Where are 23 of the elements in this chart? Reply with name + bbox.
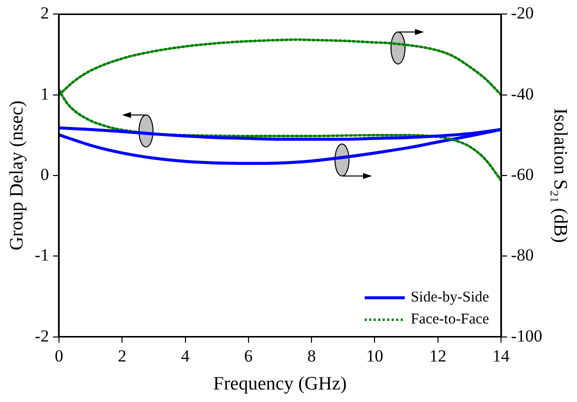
legend-label: Side-by-Side xyxy=(410,290,490,306)
x-tick-label: 14 xyxy=(492,346,510,366)
x-tick-label: 8 xyxy=(307,346,316,366)
y2-tick-label: -20 xyxy=(511,4,534,23)
x-tick-label: 6 xyxy=(244,346,253,366)
x-tick-label: 12 xyxy=(429,346,446,366)
y-tick-label: -1 xyxy=(34,246,49,265)
x-tick-label: 10 xyxy=(366,346,384,366)
y-axis-title: Group Delay (nsec) xyxy=(6,100,28,250)
x-axis-title: Frequency (GHz) xyxy=(213,374,347,395)
x-tick-label: 0 xyxy=(54,346,64,366)
y2-tick-label: -80 xyxy=(511,246,534,265)
y-tick-label: 1 xyxy=(40,84,49,104)
y2-tick-label: -40 xyxy=(511,84,534,104)
legend-label: Face-to-Face xyxy=(410,312,490,328)
y2-tick-label: -60 xyxy=(511,164,534,184)
y-tick-label: 2 xyxy=(40,4,49,23)
y-tick-label: -2 xyxy=(34,326,49,346)
y2-axis-title: Isolation S₂₁ (dB) xyxy=(550,108,571,243)
x-tick-label: 2 xyxy=(118,346,126,366)
y2-tick-label: -100 xyxy=(511,326,542,346)
y-tick-label: 0 xyxy=(40,164,49,184)
x-tick-label: 4 xyxy=(181,346,190,366)
